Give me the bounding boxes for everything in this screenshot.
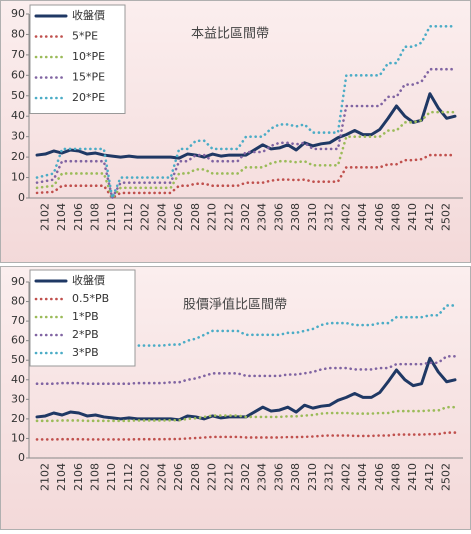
x-tick-label: 2112 xyxy=(122,203,135,231)
x-tick-label: 2408 xyxy=(389,203,402,231)
y-tick-label: 60 xyxy=(11,334,25,347)
x-tick-label: 2108 xyxy=(89,463,102,491)
legend-label: 5*PE xyxy=(72,30,98,43)
legend-label: 15*PE xyxy=(72,71,105,84)
y-tick-label: 70 xyxy=(11,48,25,61)
x-tick-label: 2206 xyxy=(172,203,185,231)
x-tick-label: 2308 xyxy=(289,463,302,491)
x-tick-label: 2104 xyxy=(55,203,68,231)
x-tick-label: 2212 xyxy=(222,203,235,231)
x-tick-label: 2310 xyxy=(306,463,319,491)
legend-label: 1*PB xyxy=(72,310,99,323)
y-tick-label: 10 xyxy=(11,171,25,184)
x-tick-label: 2502 xyxy=(440,203,453,231)
y-tick-label: 90 xyxy=(11,275,25,288)
series-line xyxy=(35,355,457,385)
series-line xyxy=(35,153,457,200)
series-line xyxy=(35,67,457,200)
x-tick-label: 2306 xyxy=(272,203,285,231)
y-tick-label: 90 xyxy=(11,7,25,20)
x-tick-label: 2108 xyxy=(89,203,102,231)
x-tick-label: 2102 xyxy=(38,203,51,231)
x-tick-label: 2402 xyxy=(339,203,352,231)
legend-box xyxy=(29,4,126,114)
series-line xyxy=(35,405,457,423)
x-tick-label: 2312 xyxy=(323,203,336,231)
x-tick-label: 2202 xyxy=(139,203,152,231)
y-tick-label: 20 xyxy=(11,412,25,425)
x-tick-label: 2404 xyxy=(356,463,369,491)
y-tick-label: 20 xyxy=(11,150,25,163)
x-tick-label: 2102 xyxy=(38,463,51,491)
x-tick-label: 2408 xyxy=(389,463,402,491)
x-tick-label: 2204 xyxy=(155,203,168,231)
x-tick-label: 2110 xyxy=(105,463,118,491)
legend-label: 3*PB xyxy=(72,346,99,359)
series-line xyxy=(35,110,457,200)
x-tick-label: 2412 xyxy=(423,463,436,491)
legend-label: 20*PE xyxy=(72,91,105,104)
y-tick-label: 80 xyxy=(11,295,25,308)
chart-title: 股價淨值比區間帶 xyxy=(183,297,287,313)
series-line xyxy=(35,304,457,348)
x-tick-label: 2210 xyxy=(206,203,219,231)
x-tick-label: 2112 xyxy=(122,463,135,491)
x-tick-label: 2210 xyxy=(206,463,219,491)
y-tick-label: 40 xyxy=(11,109,25,122)
legend-box xyxy=(29,269,136,367)
x-tick-label: 2104 xyxy=(55,463,68,491)
y-tick-label: 60 xyxy=(11,68,25,81)
x-tick-label: 2204 xyxy=(155,463,168,491)
x-tick-label: 2212 xyxy=(222,463,235,491)
y-tick-label: 0 xyxy=(18,191,25,204)
y-tick-label: 30 xyxy=(11,130,25,143)
x-tick-label: 2406 xyxy=(373,463,386,491)
x-tick-label: 2312 xyxy=(323,463,336,491)
series-line xyxy=(35,24,457,200)
legend-label: 10*PE xyxy=(72,50,105,63)
x-tick-label: 2402 xyxy=(339,463,352,491)
x-tick-label: 2106 xyxy=(72,463,85,491)
x-tick-label: 2206 xyxy=(172,463,185,491)
x-tick-label: 2306 xyxy=(272,463,285,491)
y-tick-label: 80 xyxy=(11,27,25,40)
y-tick-label: 0 xyxy=(18,451,25,464)
x-tick-label: 2502 xyxy=(440,463,453,491)
x-tick-label: 2410 xyxy=(406,203,419,231)
y-tick-label: 50 xyxy=(11,353,25,366)
legend-label: 0.5*PB xyxy=(72,292,109,305)
series-line xyxy=(35,92,457,160)
x-tick-label: 2310 xyxy=(306,203,319,231)
x-tick-label: 2412 xyxy=(423,203,436,231)
legend-label: 收盤價 xyxy=(72,273,105,287)
y-tick-label: 10 xyxy=(11,431,25,444)
x-tick-label: 2304 xyxy=(256,463,269,491)
y-tick-label: 70 xyxy=(11,314,25,327)
x-tick-label: 2308 xyxy=(289,203,302,231)
y-tick-label: 40 xyxy=(11,373,25,386)
x-tick-label: 2406 xyxy=(373,203,386,231)
x-tick-label: 2202 xyxy=(139,463,152,491)
x-tick-label: 2304 xyxy=(256,203,269,231)
legend-label: 2*PB xyxy=(72,328,99,341)
series-line xyxy=(35,431,457,441)
x-tick-label: 2404 xyxy=(356,203,369,231)
x-tick-label: 2410 xyxy=(406,463,419,491)
y-tick-label: 50 xyxy=(11,89,25,102)
x-tick-label: 2208 xyxy=(189,463,202,491)
x-tick-label: 2106 xyxy=(72,203,85,231)
legend-label: 收盤價 xyxy=(72,8,105,22)
y-tick-label: 30 xyxy=(11,392,25,405)
chart-title: 本益比區間帶 xyxy=(191,27,269,42)
x-tick-label: 2302 xyxy=(239,463,252,491)
x-tick-label: 2208 xyxy=(189,203,202,231)
x-tick-label: 2110 xyxy=(105,203,118,231)
x-tick-label: 2302 xyxy=(239,203,252,231)
